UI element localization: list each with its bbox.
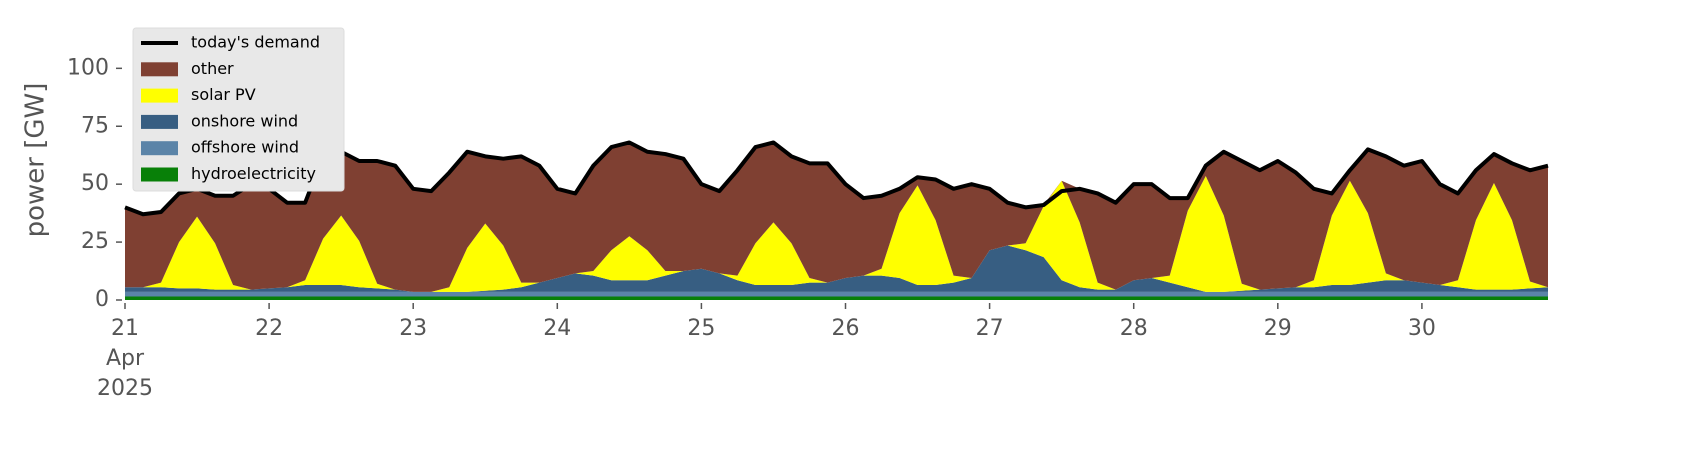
x-tick-label: 24	[543, 316, 571, 341]
legend-swatch	[141, 167, 178, 182]
legend-swatch	[141, 62, 178, 77]
legend-swatch	[141, 141, 178, 156]
y-tick-label: 50	[81, 171, 109, 196]
legend-label: hydroelectricity	[191, 164, 316, 183]
legend-label: today's demand	[191, 33, 320, 52]
legend-label: solar PV	[191, 85, 256, 104]
y-tick-label: 0	[95, 287, 109, 312]
legend-label: onshore wind	[191, 111, 298, 130]
x-tick-label: 25	[687, 316, 715, 341]
area	[125, 291, 1548, 297]
demand-line	[124, 140, 1549, 217]
x-tick-label: 26	[832, 316, 860, 341]
y-tick-label: 25	[81, 229, 109, 254]
legend-swatch	[141, 114, 178, 129]
legend: today's demand other solar PV onshore wind o…	[132, 27, 345, 192]
x-tick-label: 22	[255, 316, 283, 341]
legend-box	[132, 27, 345, 192]
x-tick-label: 28	[1120, 316, 1148, 341]
y-tick-label: 75	[81, 113, 109, 138]
area	[125, 245, 1548, 292]
x-tick-label: 21 Apr 2025	[97, 316, 153, 401]
x-tick-label: 30	[1408, 316, 1436, 341]
x-tick-label: 27	[976, 316, 1004, 341]
x-tick-label: 23	[399, 316, 427, 341]
legend-swatch	[141, 88, 178, 103]
y-tick-label: 100	[67, 55, 109, 80]
y-axis-label: power [GW]	[21, 83, 51, 238]
area	[125, 296, 1548, 300]
legend-label: other	[191, 59, 234, 78]
area	[125, 142, 1548, 292]
area	[125, 176, 1548, 292]
legend-label: offshore wind	[191, 138, 299, 157]
x-tick-label: 29	[1264, 316, 1292, 341]
